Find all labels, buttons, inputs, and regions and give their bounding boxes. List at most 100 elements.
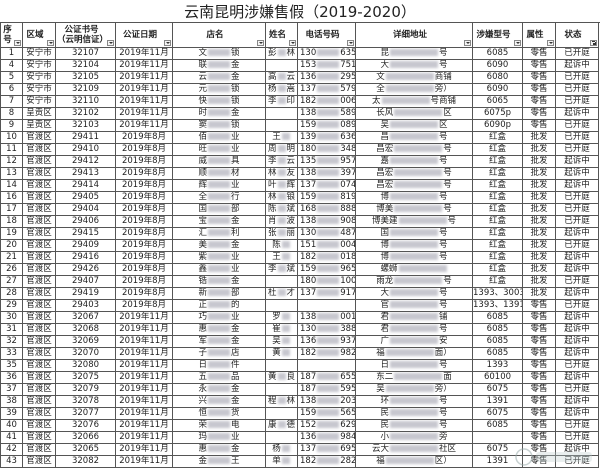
table-row[interactable]: 21 官渡区 29416 2019年8月紫业王 182 018 博号红盒 批发 起诉中 <box>0 251 599 264</box>
cell-phone: 137 074 <box>297 179 356 192</box>
cell-status: 已开庭 <box>555 95 599 108</box>
table-row[interactable]: 18 官渡区 29406 2019年8月宝金肖波 138 908 博美建号红盒 批发 已开庭 <box>0 215 599 228</box>
dropdown-arrow-icon[interactable] <box>47 40 54 46</box>
redacted-blur <box>390 421 438 428</box>
table-row[interactable]: 7 安宁市 32110 2019年11月快锁李印 182 006 太号商铺 6065 零售 已开庭 <box>0 95 599 108</box>
table-row[interactable]: 1 安宁市 32107 2019年11月文锁彭林 130 635 昆号 6085 零售 已开庭 <box>0 47 599 60</box>
table-row[interactable]: 19 官渡区 29415 2019年8月汇利张丽 130 487 国号红盒 批发 起诉中 <box>0 227 599 240</box>
table-row[interactable]: 14 官渡区 29414 2019年8月辉业叶辉 137 074 昌宏号红盒 批发 起诉中 <box>0 179 599 192</box>
cell-text-visible: 林 <box>267 168 277 179</box>
table-row[interactable]: 11 官渡区 29410 2019年8月旺业周明 180 348 昌宏号红盒 批发 已开庭 <box>0 143 599 156</box>
table-row[interactable]: 13 官渡区 29413 2019年8月顺材林友 138 397 昌宏号红盒 批发 起诉中 <box>0 167 599 180</box>
table-row[interactable]: 31 官渡区 32068 2019年11月惠金崔 130 388 君号 6085 零售 起诉中 <box>0 323 599 336</box>
cell-no: 17 <box>0 203 23 216</box>
cell-text-visible: 昆 <box>380 48 389 59</box>
cell-shop: 元锁 <box>172 83 266 96</box>
cell-attr: 批发 <box>522 215 556 228</box>
cell-cert: 29407 <box>55 275 116 288</box>
cell-shop: 兴金 <box>172 395 266 408</box>
table-row[interactable]: 12 官渡区 29412 2019年8月威具李云 135 957 嘉号红盒 批发 起诉中 <box>0 155 599 168</box>
cell-date: 2019年8月 <box>115 167 173 180</box>
table-row[interactable]: 36 官渡区 32075 2019年11月五品黄良 187 655 东二面 60100 零售 起诉… <box>0 371 599 384</box>
table-row[interactable]: 40 官渡区 32076 2019年11月荣电康德 152 629 民号 6085 零售 已开庭 <box>0 419 599 432</box>
cell-addr: 博美建 号 <box>355 215 473 228</box>
cell-no: 14 <box>0 179 23 192</box>
cell-phone <box>297 359 356 372</box>
cell-addr: 日号 <box>355 359 473 372</box>
redacted-blur <box>208 109 230 116</box>
cell-name <box>265 383 298 396</box>
dropdown-arrow-icon[interactable] <box>289 40 296 46</box>
cell-model: 6085 <box>472 323 523 336</box>
dropdown-arrow-icon[interactable] <box>14 40 21 46</box>
cell-text-visible: 肖 <box>267 216 277 227</box>
table-row[interactable]: 37 官渡区 32079 2019年11月永金 187 595 吴旁） 6075 零售 已开庭 <box>0 383 599 396</box>
table-row[interactable]: 10 官渡区 29411 2019年8月佰业王 139 636 昌号红盒 批发 已开庭 <box>0 131 599 144</box>
table-row[interactable]: 27 官渡区 29407 2019年8月锆金 180 100 雨龙号红盒 批发 已开庭 <box>0 275 599 288</box>
column-header: 公证书号（云明信证） <box>55 22 116 48</box>
table-row[interactable]: 38 官渡区 32078 2019年11月兴金程林 138 203 环号 1391 零售 起诉中 <box>0 395 599 408</box>
table-row[interactable]: 28 官渡区 29419 2019年8月新部杜才 137 917 大号 1393、3003 批发… <box>0 287 599 300</box>
cell-shop: 恒货 <box>172 407 266 420</box>
table-row[interactable]: 29 官渡区 29403 2019年8月正的官号 1393、1391 零售 已开庭 <box>0 299 599 312</box>
table-row[interactable]: 26 官渡区 29426 2019年8月鑫业李斌 159 965 螺蛳 红盒 批发 起诉中 <box>0 263 599 276</box>
cell-text-visible: 博 <box>380 192 389 203</box>
cell-shop: 紫业 <box>172 251 266 264</box>
table-row[interactable]: 8 呈贡区 32102 2019年11月时金 138 589 长风区 6075p 零售 起诉中 <box>0 107 599 120</box>
cell-text-visible: 159 <box>300 192 317 203</box>
table-row[interactable]: 33 官渡区 32070 2019年11月子店黄 182 982 福面） 6085 零售 起诉中 <box>0 347 599 360</box>
cell-text-visible: 号 <box>439 252 448 263</box>
cell-phone: 168 888 <box>297 203 356 216</box>
table-row[interactable]: 16 官渡区 29405 2019年8月全行林锒 159 819 博号红盒 批发 已开庭 <box>0 191 599 204</box>
cell-name <box>265 59 298 72</box>
cell-text-visible: 威 <box>198 156 207 167</box>
cell-text-visible: 元 <box>198 84 207 95</box>
table-row[interactable]: 20 官渡区 29409 2019年8月美金陈 151 004 博号红盒 批发 已开庭 <box>0 239 599 252</box>
dropdown-arrow-icon[interactable] <box>107 40 114 46</box>
cell-area: 官渡区 <box>22 419 56 432</box>
cell-no: 40 <box>0 419 23 432</box>
cell-phone <box>297 299 356 312</box>
cell-date: 2019年8月 <box>115 227 173 240</box>
redacted-blur <box>208 229 230 236</box>
table-row[interactable]: 9 呈贡区 32103 2019年11月窦锁 159 089 吴区 6090p 零售 已开庭 <box>0 119 599 132</box>
table-row[interactable]: 6 安宁市 32109 2019年11月元锁杨嵩 137 579 全旁） 6090 零售 已开庭 <box>0 83 599 96</box>
redacted-blur <box>317 337 340 344</box>
cell-text-visible: 号 <box>439 228 448 239</box>
cell-phone: 138 397 <box>297 167 356 180</box>
table-row[interactable]: 5 安宁市 32105 2019年11月云金高云 136 295 文商铺 6080 零售 已开庭 <box>0 71 599 84</box>
table-row[interactable]: 17 官渡区 29404 2019年8月国部陈斌 168 888 博美号红盒 批发 已开庭 <box>0 203 599 216</box>
table-row[interactable]: 39 官渡区 32077 2019年11月恒货 159 565 民号 6075 零售 起诉中 <box>0 407 599 420</box>
dropdown-arrow-icon[interactable] <box>547 40 554 46</box>
cell-date: 2019年8月 <box>115 155 173 168</box>
filter-active-icon[interactable] <box>590 40 597 46</box>
table-row[interactable]: 42 官渡区 32065 2019年11月惠金杨 137 695 云大 社区 6075 零售 起诉中 <box>0 443 599 456</box>
dropdown-arrow-icon[interactable] <box>464 40 471 46</box>
cell-no: 26 <box>0 263 23 276</box>
cell-status: 已开庭 <box>555 71 599 84</box>
redacted-blur <box>208 157 230 164</box>
table-row[interactable]: 4 安宁市 32104 2019年11月联金 153 751 大号 6090 零售 起诉中 <box>0 59 599 72</box>
dropdown-arrow-icon[interactable] <box>257 40 264 46</box>
cell-no: 42 <box>0 443 23 456</box>
redacted-blur <box>390 313 438 320</box>
cell-text-visible: 惠 <box>198 444 207 455</box>
table-row[interactable]: 35 官渡区 32080 2019年11月日件日号 1393 零售 已开庭 <box>0 359 599 372</box>
dropdown-arrow-icon[interactable] <box>347 40 354 46</box>
column-header: 区域 <box>22 22 56 48</box>
cell-phone: 138 589 <box>297 107 356 120</box>
dropdown-arrow-icon[interactable] <box>514 40 521 46</box>
redacted-blur <box>385 385 434 392</box>
table-row[interactable]: 30 官渡区 32067 2019年11月巧业罗 138 001 君铺 6085 零售 起诉中 <box>0 311 599 324</box>
cell-area: 官渡区 <box>22 191 56 204</box>
table-row[interactable]: 41 官渡区 32066 2019年11月玛业 136 984 小旁零售 已开庭 <box>0 431 599 444</box>
cell-text-visible: 号 <box>443 168 452 179</box>
cell-text-visible: 号 <box>439 156 448 167</box>
redacted-blur <box>281 457 290 464</box>
dropdown-arrow-icon[interactable] <box>164 40 171 46</box>
cell-model: 6080 <box>472 71 523 84</box>
cell-text-visible: 单 <box>272 456 281 467</box>
cell-model: 红盒 <box>472 167 523 180</box>
table-row[interactable]: 32 官渡区 32069 2019年11月军金吴 136 937 广安 6085 零售 起诉中 <box>0 335 599 348</box>
